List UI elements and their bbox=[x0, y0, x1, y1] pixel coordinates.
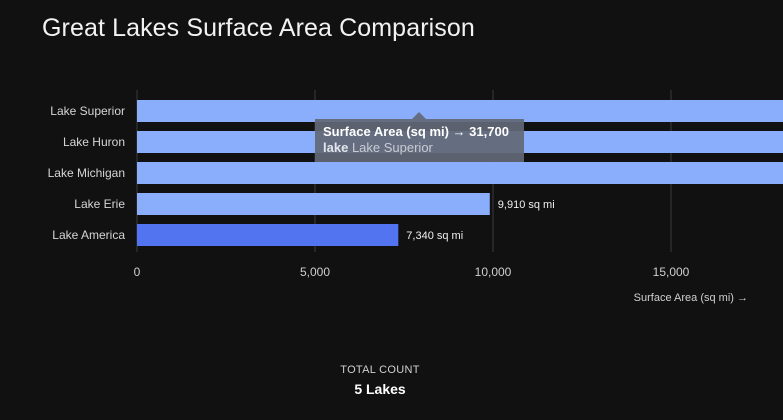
value-label: 7,340 sq mi bbox=[406, 230, 463, 242]
category-label: Lake Superior bbox=[50, 104, 125, 118]
total-count-value: 5 Lakes bbox=[354, 381, 406, 397]
x-tick-label: 0 bbox=[134, 265, 141, 279]
tooltip-category: lake Lake Superior bbox=[323, 140, 516, 155]
bar bbox=[137, 193, 490, 215]
category-label: Lake America bbox=[52, 228, 125, 242]
tooltip-value: Surface Area (sq mi) → 31,700 bbox=[323, 124, 509, 139]
category-label: Lake Huron bbox=[63, 135, 125, 149]
value-label: 9,910 sq mi bbox=[498, 199, 555, 211]
tooltip-category-value: Lake Superior bbox=[351, 140, 433, 155]
x-tick-label: 15,000 bbox=[653, 265, 690, 279]
category-label: Lake Michigan bbox=[48, 166, 125, 180]
x-tick-label: 5,000 bbox=[300, 265, 330, 279]
chart-title: Great Lakes Surface Area Comparison bbox=[42, 14, 475, 42]
tooltip-category-key: lake bbox=[323, 140, 349, 155]
category-label: Lake Erie bbox=[74, 197, 125, 211]
bar bbox=[137, 224, 399, 246]
bar bbox=[137, 162, 783, 184]
bar bbox=[137, 100, 783, 122]
tooltip-arrow bbox=[412, 112, 426, 119]
total-count-label: TOTAL COUNT bbox=[340, 364, 420, 376]
x-axis-title: Surface Area (sq mi) → bbox=[634, 292, 748, 304]
x-tick-label: 10,000 bbox=[475, 265, 512, 279]
tooltip: Surface Area (sq mi) → 31,700 lake Lake … bbox=[315, 119, 524, 162]
total-count: TOTAL COUNT 5 Lakes bbox=[0, 364, 760, 397]
